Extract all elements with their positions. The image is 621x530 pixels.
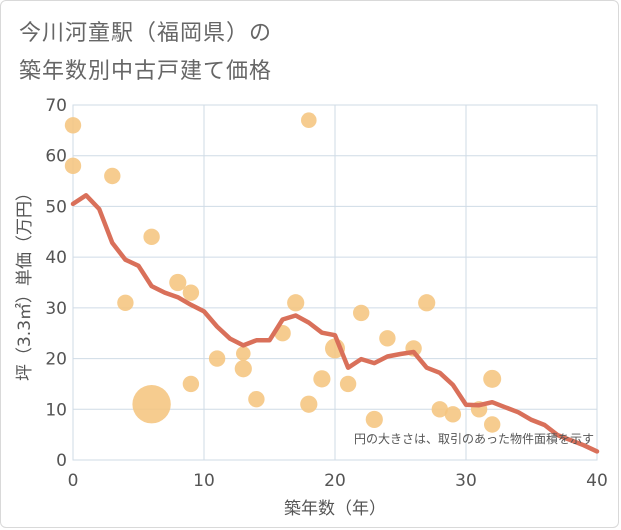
bubble-point — [483, 369, 502, 388]
bubble-point — [182, 375, 200, 393]
bubble-point — [64, 157, 82, 175]
x-tick-label: 20 — [324, 471, 346, 491]
bubble-point — [287, 294, 305, 312]
bubble-point — [365, 410, 383, 429]
trend-layer — [70, 193, 600, 454]
tick-layer: 0 10 20 30 40 0 10 20 30 40 50 60 70 — [45, 96, 607, 491]
bubble-point — [143, 228, 160, 246]
bubble-point — [353, 304, 370, 322]
bubble-point — [301, 112, 317, 129]
bubble-point — [117, 294, 134, 311]
bubble-point — [313, 370, 331, 388]
x-tick-label: 0 — [68, 471, 79, 491]
chart-title-line-1: 今川河童駅（福岡県）の — [19, 21, 273, 46]
bubble-point — [300, 395, 318, 413]
trend-line — [70, 193, 600, 454]
y-tick-label: 0 — [56, 451, 67, 471]
bubble-point — [379, 330, 396, 347]
y-tick-label: 40 — [45, 248, 67, 268]
bubble-point — [236, 346, 251, 361]
y-tick-label: 30 — [45, 299, 67, 319]
bubble-point — [431, 401, 448, 418]
bubble-point — [234, 360, 252, 378]
bubble-point — [182, 284, 200, 301]
x-tick-label: 40 — [586, 471, 608, 491]
bubble-point — [444, 406, 462, 423]
bubble-point — [208, 350, 226, 367]
y-tick-label: 20 — [45, 350, 67, 370]
size-note: 円の大きさは、取引のあった物件面積を示す — [354, 431, 594, 446]
bubble-point — [248, 390, 265, 408]
bubble-point — [418, 294, 436, 312]
bubble-point — [104, 167, 121, 185]
bubble-point — [169, 273, 187, 292]
y-tick-label: 60 — [45, 147, 67, 167]
y-tick-label: 50 — [45, 197, 67, 217]
bubble-point — [132, 385, 171, 424]
y-tick-label: 70 — [45, 96, 67, 116]
chart-title-line-2: 築年数別中古戸建て価格 — [19, 59, 273, 84]
plot-frame — [72, 104, 598, 461]
x-axis-label: 築年数（年） — [284, 499, 386, 519]
x-tick-label: 30 — [455, 471, 477, 491]
y-tick-label: 10 — [45, 400, 67, 420]
bubble-layer — [64, 112, 502, 433]
bubble-point — [484, 416, 501, 433]
x-tick-label: 10 — [193, 471, 215, 491]
y-axis-label: 坪（3.3㎡）単価（万円） — [15, 184, 35, 381]
bubble-point — [339, 375, 357, 393]
bubble-point — [64, 117, 82, 134]
